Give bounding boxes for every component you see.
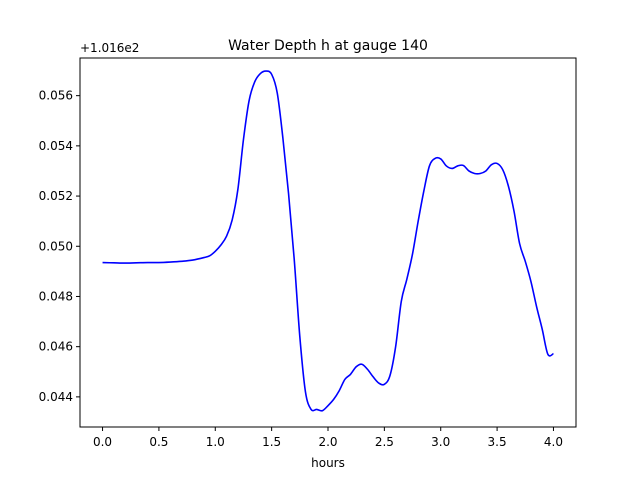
axes-frame bbox=[79, 57, 577, 428]
y-tick-label: 0.048 bbox=[39, 289, 73, 303]
x-tick-label: 3.0 bbox=[431, 435, 450, 449]
x-tick-label: 0.0 bbox=[93, 435, 112, 449]
x-tick-label: 2.5 bbox=[375, 435, 394, 449]
y-tick-label: 0.044 bbox=[39, 390, 73, 404]
chart-title: Water Depth h at gauge 140 bbox=[228, 38, 428, 54]
x-tick-label: 3.5 bbox=[488, 435, 507, 449]
y-tick-label: 0.052 bbox=[39, 189, 73, 203]
y-tick-label: 0.050 bbox=[39, 239, 73, 253]
x-tick-label: 1.0 bbox=[206, 435, 225, 449]
x-tick-label: 1.5 bbox=[262, 435, 281, 449]
x-tick-label: 0.5 bbox=[149, 435, 168, 449]
x-axis-label: hours bbox=[311, 456, 345, 470]
y-tick-label: 0.054 bbox=[39, 139, 73, 153]
x-axis: 0.0 0.5 1.0 1.5 2.0 2.5 3.0 3.5 4.0 bbox=[93, 427, 563, 449]
y-offset-label: +1.016e2 bbox=[80, 41, 139, 55]
series-line bbox=[102, 70, 554, 412]
x-tick-label: 4.0 bbox=[544, 435, 563, 449]
y-axis: 0.044 0.046 0.048 0.050 0.052 0.054 0.056 bbox=[39, 89, 80, 404]
y-tick-label: 0.046 bbox=[39, 340, 73, 354]
y-tick-label: 0.056 bbox=[39, 89, 73, 103]
x-tick-label: 2.0 bbox=[318, 435, 337, 449]
